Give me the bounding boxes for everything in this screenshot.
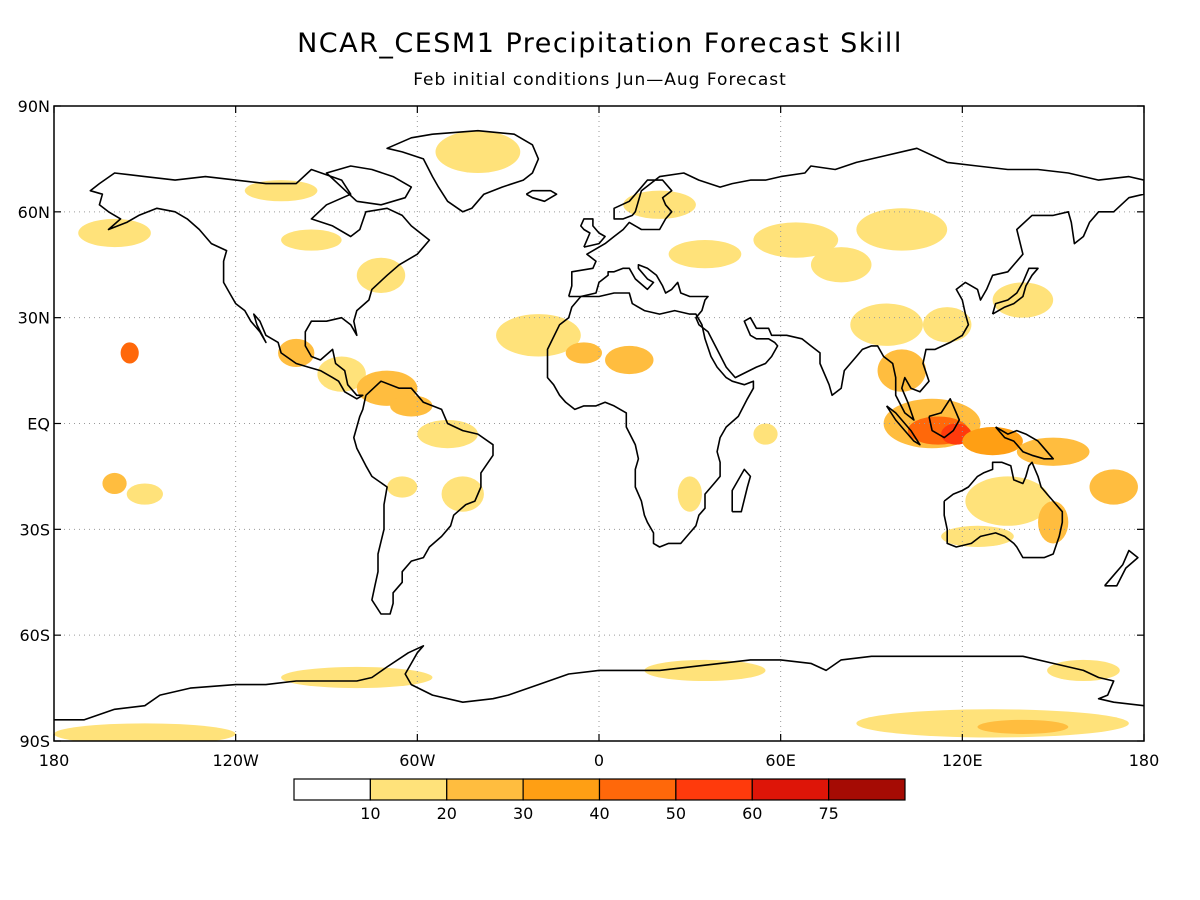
- x-tick-label: 0: [594, 751, 604, 770]
- x-tick-label: 60W: [399, 751, 435, 770]
- skill-region: [677, 476, 702, 512]
- skill-region: [441, 476, 484, 512]
- coastline-africa: [546, 292, 755, 548]
- coastline-borneo: [928, 398, 961, 439]
- colorbar-swatch: [751, 778, 830, 801]
- skill-region: [856, 208, 948, 251]
- x-tick-label: 60E: [765, 751, 795, 770]
- colorbar-label: 75: [818, 804, 838, 823]
- coastline-eurasia: [567, 147, 1144, 421]
- colorbar-swatch: [446, 778, 524, 801]
- skill-region: [753, 222, 839, 258]
- chart-title: NCAR_CESM1 Precipitation Forecast Skill: [297, 28, 903, 59]
- chart-subtitle: Feb initial conditions Jun—Aug Forecast: [413, 70, 787, 90]
- gridlines: [54, 106, 1144, 741]
- skill-region: [922, 307, 972, 343]
- colorbar-swatch: [598, 778, 677, 801]
- skill-region: [810, 247, 872, 283]
- colorbar-swatch: [828, 778, 906, 801]
- skill-region: [605, 345, 654, 375]
- skill-region: [877, 349, 926, 392]
- skill-region: [281, 666, 433, 689]
- skill-region: [1089, 469, 1138, 505]
- colorbar-swatch: [675, 778, 753, 801]
- colorbar-swatch: [293, 778, 371, 801]
- coastline-uk: [580, 218, 606, 248]
- coastline-north-america: [89, 168, 431, 400]
- skill-region: [317, 356, 366, 392]
- skill-region: [54, 723, 236, 741]
- y-tick-label: 90N: [18, 97, 50, 116]
- y-tick-label: EQ: [27, 415, 50, 434]
- skill-region: [244, 180, 318, 202]
- skill-layer: [54, 130, 1138, 741]
- coastline-baffin: [325, 165, 413, 206]
- skill-region: [126, 483, 163, 505]
- skill-region: [965, 476, 1051, 526]
- skill-region: [417, 419, 478, 449]
- skill-region: [387, 476, 418, 498]
- skill-region: [644, 659, 766, 682]
- colorbar-label: 10: [360, 804, 380, 823]
- skill-region: [435, 130, 521, 174]
- colorbar-swatch: [369, 778, 448, 801]
- y-tick-label: 90S: [19, 732, 50, 751]
- coastline-japan: [991, 267, 1039, 315]
- skill-region: [753, 423, 778, 445]
- skill-region: [992, 282, 1054, 318]
- x-tick-label: 120W: [212, 751, 259, 770]
- skill-region: [941, 525, 1014, 547]
- colorbar-label: 30: [513, 804, 533, 823]
- coastline-new-guinea: [994, 426, 1054, 460]
- skill-region: [1016, 437, 1090, 466]
- y-tick-label: 30S: [19, 520, 50, 539]
- coastline-new-zealand: [1103, 549, 1139, 587]
- skill-region: [102, 472, 127, 495]
- coastline-australia: [943, 461, 1064, 559]
- x-tick-label: 180: [1129, 751, 1160, 770]
- skill-region: [78, 218, 151, 248]
- colorbar-swatch: [522, 778, 601, 801]
- skill-region: [1038, 501, 1069, 544]
- skill-region: [565, 342, 603, 364]
- coastline-antarctica: [54, 645, 1144, 721]
- skill-region: [668, 240, 742, 269]
- colorbar-label: 40: [589, 804, 609, 823]
- y-tick-label: 30N: [18, 309, 50, 328]
- colorbar: 10 20 30 40 50 60 75: [293, 778, 906, 823]
- colorbar-label: 50: [666, 804, 686, 823]
- coastline-iceland: [525, 189, 558, 203]
- skill-region: [356, 257, 406, 293]
- coastline-sumatra: [885, 405, 921, 446]
- x-tick-label: 120E: [942, 751, 983, 770]
- x-tick-label: 180: [39, 751, 70, 770]
- skill-region: [120, 342, 139, 364]
- skill-region: [977, 719, 1069, 734]
- y-tick-label: 60S: [19, 626, 50, 645]
- coastline-madagascar: [731, 468, 752, 513]
- colorbar-label: 60: [742, 804, 762, 823]
- skill-region: [623, 190, 696, 219]
- y-tick-label: 60N: [18, 203, 50, 222]
- coastline-south-america: [353, 380, 494, 615]
- skill-region: [390, 395, 433, 417]
- coastlines: [54, 129, 1144, 721]
- skill-region: [850, 303, 923, 346]
- colorbar-label: 20: [437, 804, 457, 823]
- skill-region: [281, 229, 342, 251]
- coastline-greenland: [386, 129, 540, 213]
- axis-ticks: 180 120W 60W 0 60E 120E 180 90N 60N 30N EQ 30S 60S 90…: [18, 97, 1160, 770]
